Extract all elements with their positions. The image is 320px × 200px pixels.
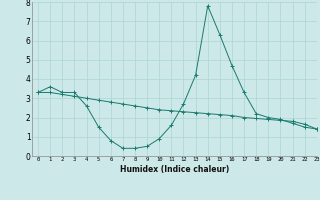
X-axis label: Humidex (Indice chaleur): Humidex (Indice chaleur) — [120, 165, 229, 174]
